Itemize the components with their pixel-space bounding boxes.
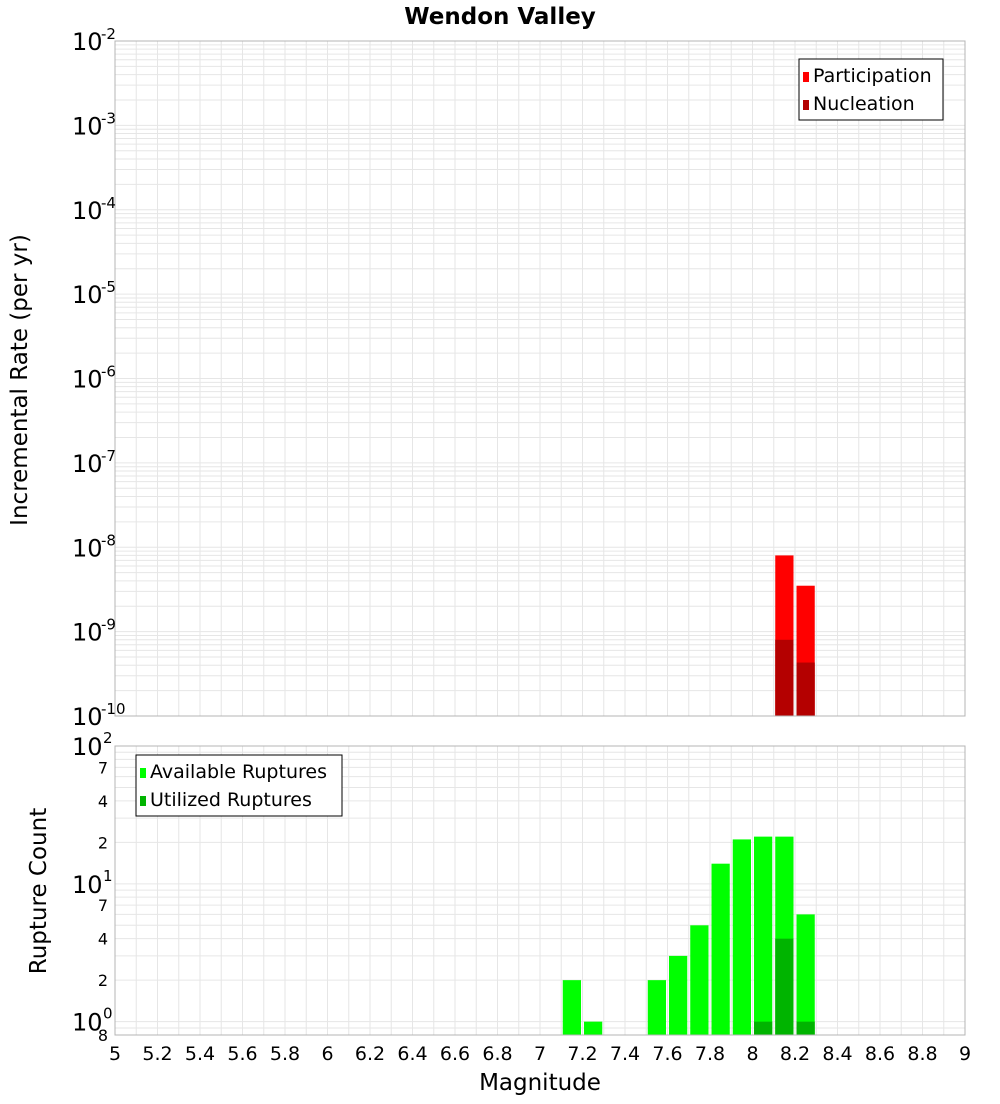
available-ruptures-bar — [711, 863, 730, 1035]
top-y-tick-exponent: -6 — [101, 363, 116, 381]
x-tick-label: 5.6 — [227, 1043, 257, 1065]
available-ruptures-bar — [647, 980, 666, 1035]
utilized-ruptures-bar — [796, 1021, 815, 1035]
x-tick-label: 7.6 — [652, 1043, 682, 1065]
top-y-axis-label: Incremental Rate (per yr) — [7, 234, 33, 526]
available-ruptures-bar — [584, 1021, 603, 1035]
top-y-tick-base: 10 — [72, 366, 103, 394]
top-plot-frame — [114, 40, 966, 717]
x-axis-label: Magnitude — [479, 1070, 601, 1096]
bottom-y-minor-tick-label: 4 — [98, 792, 108, 811]
top-y-tick-base: 10 — [72, 281, 103, 309]
x-tick-label: 8.2 — [780, 1043, 810, 1065]
x-tick-label: 6.6 — [440, 1043, 470, 1065]
x-tick-label: 8.4 — [822, 1043, 852, 1065]
available-ruptures-bar — [796, 914, 815, 1035]
x-tick-label: 6.4 — [397, 1043, 427, 1065]
top-y-tick-exponent: -8 — [101, 531, 116, 549]
bottom-y-minor-tick-label: 7 — [98, 896, 108, 915]
x-tick-label: 5.8 — [270, 1043, 300, 1065]
available-ruptures-bar — [562, 980, 581, 1035]
bottom-y-minor-tick-label: 8 — [98, 1026, 108, 1045]
top-y-tick-base: 10 — [72, 534, 103, 562]
x-tick-label: 5 — [109, 1043, 121, 1065]
bottom-y-minor-tick-label: 2 — [98, 971, 108, 990]
top-y-tick-base: 10 — [72, 703, 103, 731]
bottom-y-minor-tick-label: 4 — [98, 930, 108, 949]
x-tick-label: 9 — [959, 1043, 971, 1065]
bottom-y-tick-exponent: 1 — [103, 867, 113, 885]
x-tick-label: 7.4 — [610, 1043, 640, 1065]
bottom-y-tick-base: 10 — [72, 733, 103, 761]
available-ruptures-bar — [690, 925, 709, 1035]
bottom-y-tick-exponent: 0 — [103, 1005, 113, 1023]
bottom-legend-label: Utilized Ruptures — [150, 789, 312, 811]
x-tick-label: 8 — [746, 1043, 758, 1065]
bottom-legend-swatch — [140, 768, 146, 778]
bottom-y-minor-tick-label: 7 — [98, 758, 108, 777]
bottom-y-minor-tick-label: 2 — [98, 833, 108, 852]
top-legend-swatch — [803, 100, 809, 110]
x-tick-label: 6.2 — [355, 1043, 385, 1065]
bottom-y-tick-exponent: 2 — [103, 729, 113, 747]
top-legend-box — [798, 58, 944, 121]
chart-title: Wendon Valley — [404, 4, 596, 30]
available-ruptures-bar — [669, 955, 688, 1035]
x-tick-label: 5.4 — [185, 1043, 215, 1065]
nucleation-bar — [796, 662, 815, 716]
top-y-tick-exponent: -2 — [101, 25, 116, 43]
x-tick-label: 7.2 — [567, 1043, 597, 1065]
top-y-tick-exponent: -3 — [101, 109, 116, 127]
top-y-tick-base: 10 — [72, 197, 103, 225]
x-tick-label: 8.8 — [907, 1043, 937, 1065]
top-y-tick-base: 10 — [72, 450, 103, 478]
bottom-legend-swatch — [140, 796, 146, 806]
available-ruptures-bar — [732, 839, 751, 1035]
top-legend-label: Nucleation — [813, 93, 915, 115]
utilized-ruptures-bar — [775, 938, 794, 1035]
top-y-tick-base: 10 — [72, 112, 103, 140]
available-ruptures-bar — [754, 836, 773, 1035]
top-y-tick-base: 10 — [72, 619, 103, 647]
top-y-tick-exponent: -10 — [101, 700, 126, 718]
x-tick-label: 5.2 — [142, 1043, 172, 1065]
bottom-y-tick-base: 10 — [72, 871, 103, 899]
x-tick-label: 8.6 — [865, 1043, 895, 1065]
bottom-legend-label: Available Ruptures — [150, 761, 327, 783]
top-y-tick-exponent: -7 — [101, 447, 116, 465]
x-tick-label: 6.8 — [482, 1043, 512, 1065]
bottom-y-axis-label: Rupture Count — [26, 808, 52, 974]
top-y-tick-base: 10 — [72, 28, 103, 56]
top-y-tick-exponent: -4 — [101, 194, 116, 212]
top-legend-swatch — [803, 72, 809, 82]
nucleation-bar — [775, 639, 794, 716]
x-tick-label: 7.8 — [695, 1043, 725, 1065]
x-tick-label: 7 — [534, 1043, 546, 1065]
bottom-plot-frame — [114, 745, 966, 1036]
bottom-y-tick-base: 10 — [72, 1009, 103, 1037]
top-legend-label: Participation — [813, 65, 932, 87]
top-y-tick-exponent: -9 — [101, 616, 116, 634]
top-y-tick-exponent: -5 — [101, 278, 116, 296]
bottom-legend-box — [135, 754, 343, 817]
utilized-ruptures-bar — [754, 1021, 773, 1035]
x-tick-label: 6 — [321, 1043, 333, 1065]
